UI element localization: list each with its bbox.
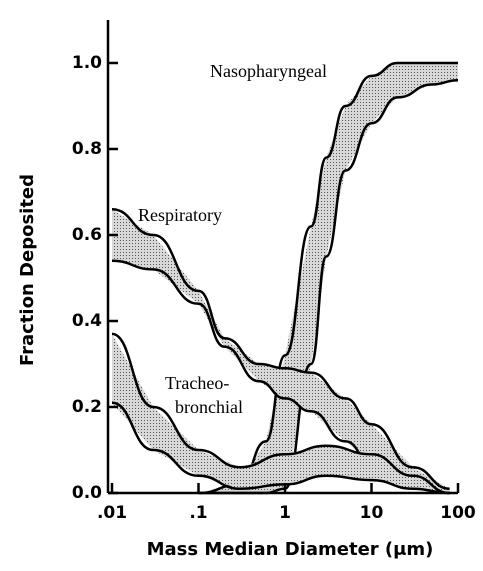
x-tick-label: .01 — [97, 503, 127, 523]
x-tick-label: 10 — [360, 503, 384, 523]
y-tick-label: 0.8 — [72, 139, 102, 159]
y-tick-label: 0.4 — [72, 311, 102, 331]
band-edge — [111, 207, 450, 490]
y-tick-label: 0.2 — [72, 397, 102, 417]
annotation: Nasopharyngeal — [210, 61, 327, 81]
annotation: bronchial — [175, 397, 243, 417]
annotation: Respiratory — [138, 205, 222, 225]
band-edge — [111, 401, 450, 495]
annotation: Tracheo- — [165, 373, 229, 393]
y-tick-label: 1.0 — [72, 53, 102, 73]
band-edge — [198, 78, 459, 495]
y-tick-label: 0.0 — [72, 483, 102, 503]
x-tick-label: 1 — [279, 503, 291, 523]
x-axis-title: Mass Median Diameter (μm) — [147, 539, 434, 560]
band-edge — [111, 332, 450, 495]
band-edge — [198, 61, 458, 495]
y-axis-title: Fraction Deposited — [17, 174, 38, 366]
x-tick-label: .1 — [189, 503, 207, 523]
y-tick-label: 0.6 — [72, 225, 102, 245]
x-tick-label: 100 — [440, 503, 476, 523]
